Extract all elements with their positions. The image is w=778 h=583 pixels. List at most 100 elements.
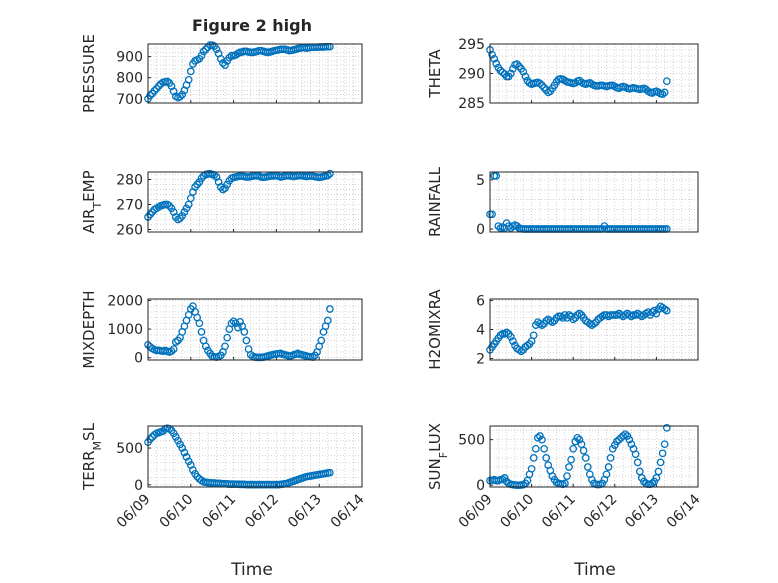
data-point-sun-flux [569, 444, 578, 453]
data-point-rainfall [492, 172, 501, 180]
panel-theta: 285 290 295 THETA [426, 37, 699, 112]
data-point-air-temp [195, 178, 204, 186]
data-point-sun-flux [619, 432, 627, 440]
data-point-theta [490, 54, 499, 63]
panel-rainfall: 0 5 RAINFALL [426, 166, 699, 238]
data-point-theta [519, 67, 528, 76]
x-tick-label: 06/09 [456, 491, 496, 531]
data-point-pressure [225, 53, 234, 62]
data-point-terr-msl [184, 457, 193, 466]
x-tick-label: 06/12 [242, 491, 282, 531]
axes-frame [147, 425, 363, 488]
x-tick-label: 06/14 [664, 491, 704, 531]
x-tick-label: 06/11 [199, 491, 239, 531]
data-point-air-temp [161, 200, 169, 209]
y-axis-label: TERRMSL [80, 422, 104, 491]
data-point-h2omixra [573, 311, 582, 319]
y-tick-label: 700 [116, 92, 143, 108]
data-point-h2omixra [509, 337, 517, 345]
data-point-sun-flux [571, 437, 580, 446]
data-point-pressure [146, 91, 154, 100]
data-point-mixdepth [167, 347, 176, 355]
y-tick-label: 5 [476, 173, 485, 189]
data-point-mixdepth [231, 319, 240, 328]
data-point-sun-flux [583, 463, 592, 471]
data-point-pressure [221, 61, 229, 69]
y-tick-label: 2 [476, 352, 485, 368]
data-point-mixdepth [317, 336, 326, 345]
y-tick-label: 1000 [107, 322, 143, 338]
data-point-h2omixra [652, 309, 661, 318]
axes-frame [147, 171, 363, 233]
y-tick-label: 260 [116, 223, 143, 239]
data-point-sun-flux [529, 454, 538, 462]
data-point-sun-flux [623, 432, 632, 440]
x-tick-label: 06/12 [581, 491, 621, 531]
y-tick-label: 0 [476, 478, 485, 494]
y-tick-label: 0 [476, 222, 485, 238]
data-point-pressure [184, 75, 193, 84]
data-point-sun-flux [527, 464, 536, 473]
data-point-theta [660, 88, 669, 97]
data-point-rainfall [488, 210, 496, 219]
data-point-terr-msl [148, 433, 157, 441]
axes-frame [489, 425, 699, 488]
data-point-air-temp [223, 180, 232, 189]
data-point-sun-flux [608, 444, 617, 453]
x-tick-label: 06/14 [328, 491, 368, 531]
data-point-terr-msl [326, 468, 334, 477]
data-point-mixdepth [197, 328, 206, 336]
data-point-pressure [154, 82, 163, 90]
data-point-mixdepth [227, 319, 236, 328]
data-point-mixdepth [169, 345, 178, 353]
x-tick-label: 06/10 [497, 491, 537, 531]
y-axis-label: RAINFALL [426, 166, 444, 237]
axes-frame [147, 298, 363, 361]
axes-frame [489, 298, 699, 361]
x-tick-label: 06/11 [539, 491, 579, 531]
data-point-h2omixra [662, 306, 671, 315]
x-axis-label-left: Time [230, 560, 273, 580]
data-point-theta [662, 77, 671, 86]
data-point-air-temp [221, 184, 229, 193]
data-point-pressure [176, 92, 184, 101]
data-point-pressure [212, 45, 221, 54]
y-axis-label: PRESSURE [80, 34, 98, 113]
data-point-sun-flux [581, 454, 590, 462]
y-tick-label: 900 [116, 50, 143, 66]
data-point-theta [536, 79, 544, 88]
data-point-sun-flux [542, 454, 551, 462]
data-point-sun-flux [536, 432, 544, 440]
x-tick-label: 06/13 [285, 491, 325, 531]
data-point-sun-flux [540, 444, 548, 453]
data-point-sun-flux [579, 446, 588, 455]
data-point-sun-flux [633, 458, 642, 467]
y-tick-label: 0 [134, 478, 143, 494]
data-point-sun-flux [625, 435, 634, 444]
panel-terr-msl: 0 500 TERRMSL 06/09 06/10 06/11 06/12 06/13 06/1… [80, 422, 368, 531]
y-tick-label: 2000 [107, 293, 143, 309]
data-point-mixdepth [195, 319, 204, 328]
data-point-sun-flux [660, 440, 669, 449]
x-axis-label-right: Time [573, 560, 616, 580]
data-point-air-temp [326, 169, 334, 178]
data-point-terr-msl [169, 429, 178, 438]
data-point-sun-flux [588, 475, 596, 484]
y-axis-label: SUNFLUX [426, 423, 450, 490]
data-point-pressure [201, 45, 210, 54]
data-point-terr-msl [174, 436, 182, 445]
data-point-theta [488, 50, 496, 59]
plot-area [147, 171, 363, 233]
y-tick-label: 800 [116, 71, 143, 87]
x-tick-label: 06/13 [622, 491, 662, 531]
data-point-air-temp [178, 211, 187, 220]
y-tick-label: 500 [116, 441, 143, 457]
y-tick-label: 280 [116, 173, 143, 189]
data-point-pressure [178, 90, 187, 99]
data-point-sun-flux [631, 450, 640, 459]
x-tick-label: 06/10 [157, 491, 197, 531]
data-point-pressure [219, 59, 227, 67]
data-point-sun-flux [658, 449, 667, 458]
data-point-h2omixra [506, 332, 515, 341]
data-point-terr-msl [178, 444, 187, 452]
